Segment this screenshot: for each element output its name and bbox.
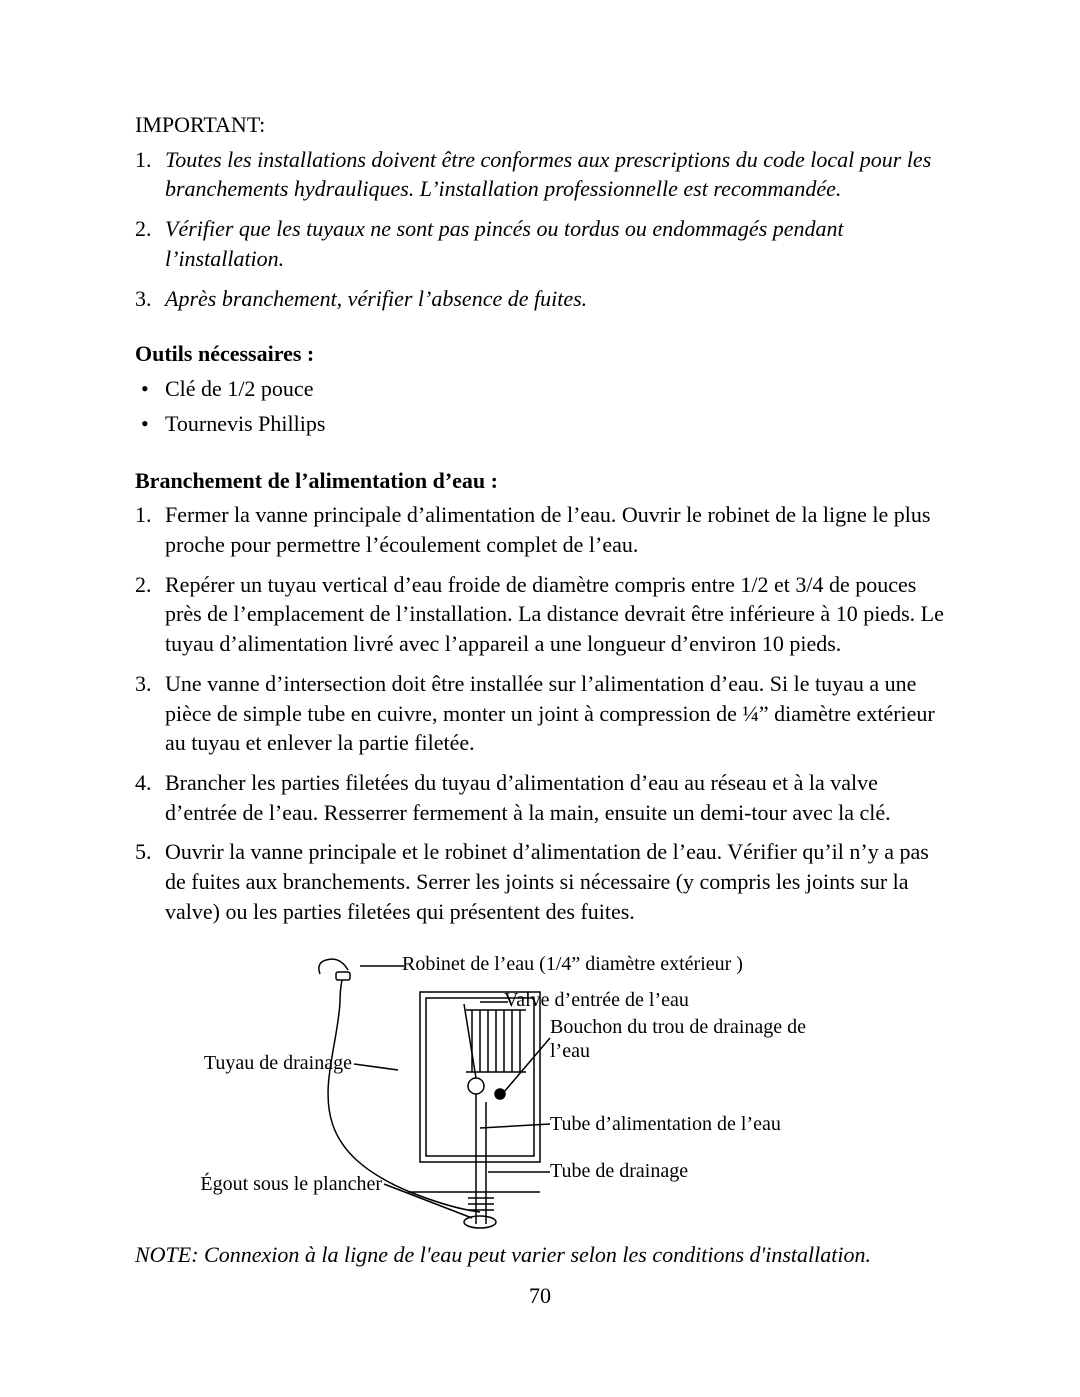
water-connection-diagram: Robinet de l’eau (1/4” diamètre extérieu… (180, 952, 900, 1232)
connection-text: Une vanne d’intersection doit être insta… (165, 671, 935, 755)
connection-text: Repérer un tuyau vertical d’eau froide d… (165, 572, 944, 656)
important-item: 1. Toutes les installations doivent être… (135, 145, 945, 204)
list-marker: 3. (135, 669, 152, 699)
important-item: 2. Vérifier que les tuyaux ne sont pas p… (135, 214, 945, 273)
note-text: NOTE: Connexion à la ligne de l'eau peut… (135, 1242, 945, 1268)
tools-item: Clé de 1/2 pouce (135, 374, 945, 405)
important-text: Vérifier que les tuyaux ne sont pas pinc… (165, 216, 844, 271)
list-marker: 3. (135, 284, 152, 314)
diagram-label-tube-drain: Tube de drainage (550, 1159, 688, 1183)
connection-text: Fermer la vanne principale d’alimentatio… (165, 502, 930, 557)
list-marker: 2. (135, 214, 152, 244)
diagram-label-tube-alim: Tube d’alimentation de l’eau (550, 1112, 781, 1136)
important-text: Après branchement, vérifier l’absence de… (165, 286, 587, 311)
connection-item: 5. Ouvrir la vanne principale et le robi… (135, 837, 945, 926)
list-marker: 1. (135, 145, 152, 175)
connection-item: 3. Une vanne d’intersection doit être in… (135, 669, 945, 758)
important-item: 3. Après branchement, vérifier l’absence… (135, 284, 945, 314)
connection-item: 1. Fermer la vanne principale d’alimenta… (135, 500, 945, 559)
important-list: 1. Toutes les installations doivent être… (135, 145, 945, 313)
diagram-label-bouchon: Bouchon du trou de drainage de l’eau (550, 1015, 840, 1063)
diagram-wrap: Robinet de l’eau (1/4” diamètre extérieu… (135, 952, 945, 1232)
tools-item: Tournevis Phillips (135, 409, 945, 440)
important-heading: IMPORTANT: (135, 110, 945, 141)
list-marker: 4. (135, 768, 152, 798)
diagram-label-valve: Valve d’entrée de l’eau (504, 988, 689, 1012)
important-text: Toutes les installations doivent être co… (165, 147, 931, 202)
connection-item: 4. Brancher les parties filetées du tuya… (135, 768, 945, 827)
list-marker: 1. (135, 500, 152, 530)
connection-text: Ouvrir la vanne principale et le robinet… (165, 839, 929, 923)
diagram-label-robinet: Robinet de l’eau (1/4” diamètre extérieu… (402, 952, 743, 976)
diagram-label-tuyau: Tuyau de drainage (204, 1051, 352, 1075)
diagram-label-egout: Égout sous le plancher (200, 1172, 382, 1196)
document-page: IMPORTANT: 1. Toutes les installations d… (0, 0, 1080, 1397)
connection-item: 2. Repérer un tuyau vertical d’eau froid… (135, 570, 945, 659)
connection-heading: Branchement de l’alimentation d’eau : (135, 466, 945, 497)
tools-heading: Outils nécessaires : (135, 339, 945, 370)
list-marker: 2. (135, 570, 152, 600)
tools-list: Clé de 1/2 pouce Tournevis Phillips (135, 374, 945, 440)
page-number: 70 (0, 1283, 1080, 1309)
list-marker: 5. (135, 837, 152, 867)
connection-list: 1. Fermer la vanne principale d’alimenta… (135, 500, 945, 926)
connection-text: Brancher les parties filetées du tuyau d… (165, 770, 891, 825)
